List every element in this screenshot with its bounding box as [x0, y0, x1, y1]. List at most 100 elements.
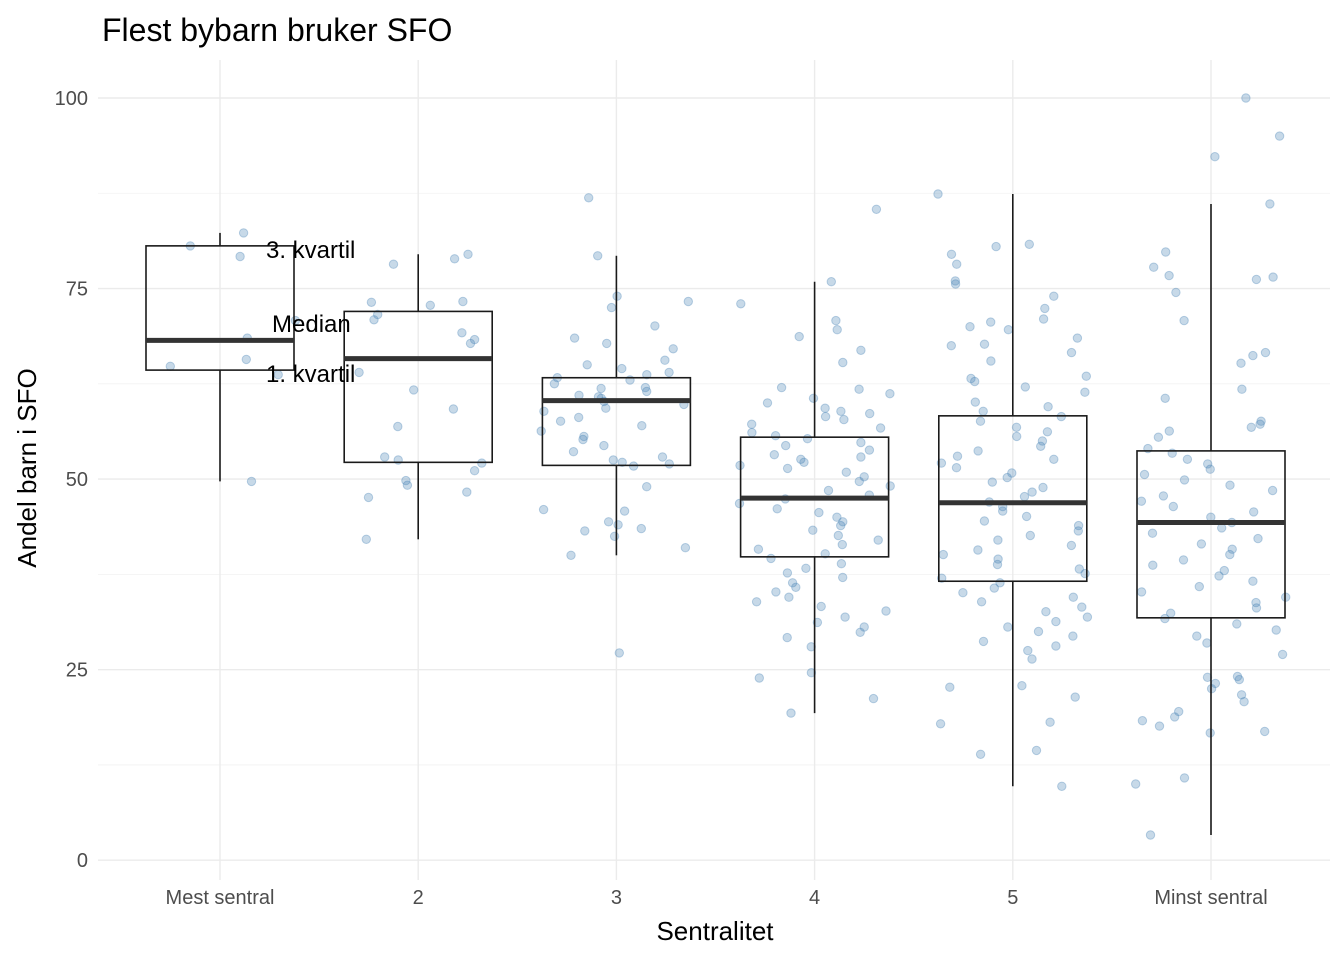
annotation-median: Median	[272, 311, 351, 338]
data-point	[465, 338, 476, 349]
data-point	[246, 476, 257, 487]
data-point	[657, 452, 668, 462]
data-point	[1205, 464, 1215, 474]
data-point	[1139, 469, 1150, 480]
data-point	[998, 506, 1008, 516]
data-point	[945, 682, 955, 692]
data-point	[1174, 706, 1184, 717]
data-point	[539, 406, 549, 416]
data-point	[751, 597, 762, 607]
data-point	[970, 376, 980, 387]
data-point	[993, 554, 1003, 564]
data-point	[574, 412, 584, 423]
data-point	[1068, 631, 1078, 641]
data-point	[354, 367, 364, 378]
data-point	[946, 341, 956, 351]
data-point	[660, 355, 670, 365]
data-point	[973, 446, 983, 456]
data-point	[642, 386, 652, 397]
data-point	[1027, 487, 1037, 497]
data-point	[840, 612, 850, 622]
data-point	[1271, 625, 1281, 635]
data-point	[596, 383, 606, 394]
data-point	[578, 434, 588, 445]
data-point	[1219, 565, 1230, 576]
data-point	[782, 632, 792, 643]
data-point	[1033, 626, 1044, 637]
box-mest-sentral	[145, 232, 295, 482]
data-point	[1182, 454, 1193, 464]
data-point	[1023, 645, 1033, 656]
data-point	[457, 328, 467, 338]
data-point	[1038, 314, 1049, 324]
data-point	[609, 531, 620, 541]
data-point	[1158, 491, 1169, 501]
data-point	[393, 421, 403, 432]
data-point	[1246, 422, 1257, 432]
data-point	[1168, 501, 1179, 512]
data-point	[1043, 402, 1053, 412]
data-point	[1042, 427, 1053, 437]
data-point	[1164, 426, 1175, 436]
data-point	[885, 389, 895, 399]
data-point	[1066, 347, 1077, 358]
data-point	[549, 379, 560, 389]
data-point	[794, 331, 804, 342]
data-point	[363, 492, 374, 503]
data-point	[1073, 526, 1084, 536]
data-point	[1161, 247, 1171, 257]
data-point	[1051, 616, 1061, 627]
data-point	[1025, 530, 1036, 541]
box-3	[541, 255, 692, 556]
data-point	[1021, 511, 1032, 522]
data-point	[580, 526, 590, 536]
data-point	[973, 545, 983, 555]
data-point	[833, 530, 843, 541]
data-point	[1255, 419, 1265, 429]
data-point	[664, 367, 674, 378]
data-point	[568, 447, 579, 457]
data-point	[734, 498, 745, 509]
data-point	[1164, 270, 1174, 281]
iqr-box	[343, 310, 494, 464]
data-point	[1148, 560, 1158, 570]
y-tick-label: 100	[55, 88, 88, 110]
data-point	[1225, 549, 1235, 560]
data-point	[617, 363, 627, 374]
data-point	[933, 189, 943, 199]
data-point	[642, 370, 652, 380]
data-point	[950, 279, 961, 289]
data-point	[599, 440, 609, 451]
data-point	[970, 397, 980, 407]
data-point	[991, 241, 1001, 252]
data-point	[1202, 638, 1212, 648]
data-point	[1210, 152, 1220, 162]
data-point	[1160, 393, 1170, 403]
data-point	[582, 360, 592, 370]
data-point	[856, 452, 866, 462]
data-point	[736, 299, 746, 309]
data-point	[855, 627, 865, 637]
data-point	[1057, 781, 1067, 791]
data-point	[603, 517, 614, 527]
data-point	[978, 636, 989, 647]
data-point	[619, 506, 630, 516]
data-point	[808, 525, 818, 535]
data-point	[952, 451, 963, 461]
data-point	[235, 251, 245, 262]
data-point	[802, 434, 813, 444]
data-point	[1265, 199, 1275, 209]
box-5	[937, 194, 1088, 787]
data-point	[782, 463, 793, 474]
data-point	[958, 588, 968, 598]
data-point	[838, 357, 848, 368]
data-point	[1012, 431, 1022, 442]
data-point	[806, 642, 816, 652]
data-point	[462, 487, 472, 497]
data-point	[873, 535, 883, 545]
data-point	[747, 427, 757, 438]
data-point	[1251, 597, 1261, 608]
data-point	[820, 549, 830, 559]
data-point	[1274, 131, 1285, 141]
